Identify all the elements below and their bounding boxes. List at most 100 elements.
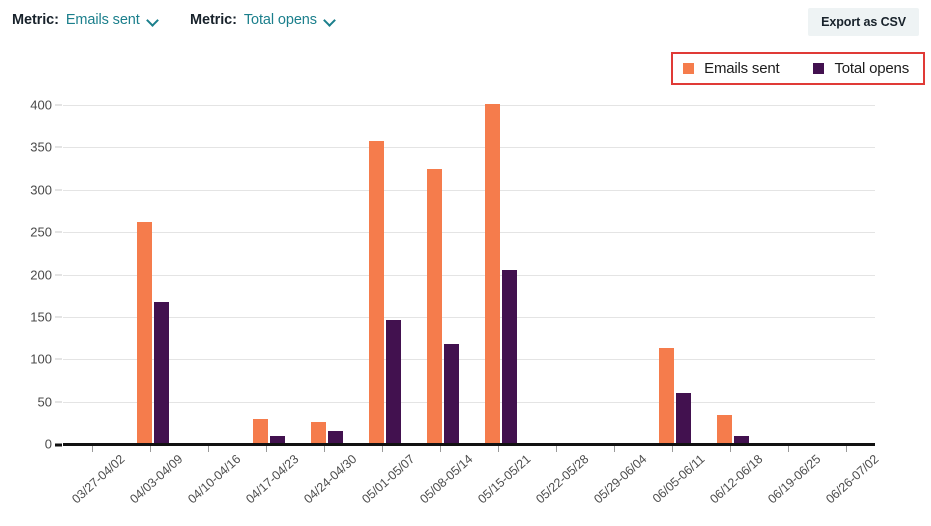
legend-label-total-opens: Total opens [834, 60, 909, 77]
y-axis-tick-label: 350 [30, 139, 52, 155]
x-axis-tick-label: 06/19-06/25 [765, 452, 824, 507]
y-axis-tick-mark [55, 443, 62, 447]
y-axis-tick-mark [55, 358, 62, 360]
x-axis-tick-mark [92, 446, 93, 452]
y-axis-tick-label: 100 [30, 351, 52, 367]
bar-group[interactable] [295, 105, 353, 444]
gridline [63, 401, 875, 403]
x-axis-tick-label: 04/10-04/16 [185, 452, 244, 507]
gridline [63, 274, 875, 276]
bar-emails-sent[interactable] [485, 104, 500, 444]
bar-group[interactable] [701, 105, 759, 444]
export-as-csv-button[interactable]: Export as CSV [808, 8, 919, 36]
x-axis-tick-mark [730, 446, 731, 452]
metric-label-2: Metric: [190, 12, 237, 28]
bar-total-opens[interactable] [328, 431, 343, 444]
legend-item-emails-sent[interactable]: Emails sent [683, 60, 780, 77]
x-axis-tick-mark [614, 446, 615, 452]
bar-total-opens[interactable] [444, 344, 459, 444]
bar-emails-sent[interactable] [427, 169, 442, 444]
legend-item-total-opens[interactable]: Total opens [813, 60, 909, 77]
legend-label-emails-sent: Emails sent [704, 60, 780, 77]
gridline [63, 189, 875, 191]
x-axis-tick-mark [672, 446, 673, 452]
metric-selector-2[interactable]: Metric: Total opens [190, 12, 337, 28]
metric-value-1[interactable]: Emails sent [65, 12, 140, 28]
x-axis-tick-label: 04/17-04/23 [243, 452, 302, 507]
bar-group[interactable] [643, 105, 701, 444]
x-axis-tick-label: 05/01-05/07 [359, 452, 418, 507]
y-axis-tick-mark [55, 104, 62, 106]
y-axis-tick-label: 200 [30, 267, 52, 282]
y-axis-tick-mark [55, 231, 62, 233]
x-axis-tick-mark [556, 446, 557, 452]
x-axis-tick-label: 05/08-05/14 [417, 452, 476, 507]
y-axis-tick-label: 50 [37, 394, 52, 410]
x-axis-tick-mark [382, 446, 383, 452]
x-axis-tick-mark [266, 446, 267, 452]
x-axis-tick-label: 06/26-07/02 [823, 452, 882, 507]
x-axis-tick-mark [440, 446, 441, 452]
bar-total-opens[interactable] [502, 270, 517, 444]
y-axis-tick-mark [55, 189, 62, 191]
x-axis-tick-mark [208, 446, 209, 452]
bar-group[interactable] [527, 105, 585, 444]
x-axis-tick-label: 03/27-04/02 [69, 452, 128, 507]
y-axis-tick-mark [55, 401, 62, 403]
y-axis-tick-label: 150 [30, 309, 52, 325]
bar-group[interactable] [237, 105, 295, 444]
bar-emails-sent[interactable] [137, 221, 152, 444]
bar-group[interactable] [411, 105, 469, 444]
legend-swatch-icon [683, 63, 695, 74]
gridline [63, 232, 875, 234]
bar-emails-sent[interactable] [311, 421, 326, 444]
gridline [63, 316, 875, 318]
x-axis-tick-mark [846, 446, 847, 452]
bar-total-opens[interactable] [154, 301, 169, 444]
y-axis-tick-label: 250 [30, 224, 52, 240]
bar-group[interactable] [121, 105, 179, 444]
bar-group[interactable] [817, 105, 875, 444]
gridline [63, 105, 875, 106]
chart-legend: Emails sent Total opens [671, 52, 925, 85]
bar-total-opens[interactable] [734, 436, 749, 444]
x-axis-tick-mark [150, 446, 151, 452]
bar-group[interactable] [353, 105, 411, 444]
x-axis-tick-label: 05/29-06/04 [591, 452, 650, 507]
x-axis-tick-label: 06/05-06/11 [649, 452, 708, 506]
toolbar: Metric: Emails sent Metric: Total opens … [0, 0, 931, 44]
bar-emails-sent[interactable] [253, 418, 268, 444]
x-axis-tick-label: 04/24-04/30 [301, 452, 360, 507]
gridline [63, 359, 875, 361]
metric-selector-1[interactable]: Metric: Emails sent [12, 12, 160, 28]
x-axis-tick-label: 05/22-05/28 [533, 452, 592, 507]
bar-group[interactable] [585, 105, 643, 444]
y-axis-tick-mark [55, 274, 62, 275]
bar-group[interactable] [63, 105, 121, 444]
bar-total-opens[interactable] [676, 393, 691, 444]
x-axis-tick-label: 04/03-04/09 [127, 452, 186, 507]
y-axis-tick-label: 400 [30, 97, 52, 113]
x-axis-tick-label: 05/15-05/21 [475, 452, 534, 507]
y-axis-tick-label: 300 [30, 182, 52, 198]
y-axis-tick-mark [55, 146, 62, 148]
y-axis: 0 50 100 150 200 250 300 350 400 [0, 0, 52, 526]
x-axis-tick-mark [788, 446, 789, 452]
bar-emails-sent[interactable] [717, 415, 732, 444]
y-axis-tick-label: 0 [44, 436, 52, 452]
y-axis-tick-mark [55, 316, 62, 318]
bar-group[interactable] [469, 104, 527, 444]
bar-group[interactable] [759, 105, 817, 444]
bar-group[interactable] [179, 105, 237, 444]
x-axis-tick-label: 06/12-06/18 [707, 452, 766, 507]
bar-total-opens[interactable] [386, 320, 401, 444]
x-axis-tick-mark [324, 446, 325, 452]
bar-emails-sent[interactable] [369, 141, 384, 444]
bar-total-opens[interactable] [270, 435, 285, 444]
bar-emails-sent[interactable] [659, 348, 674, 444]
metric-label-1: Metric: [12, 12, 59, 28]
gridline [63, 147, 875, 149]
metric-value-2[interactable]: Total opens [243, 12, 317, 28]
plot-area [63, 104, 875, 444]
